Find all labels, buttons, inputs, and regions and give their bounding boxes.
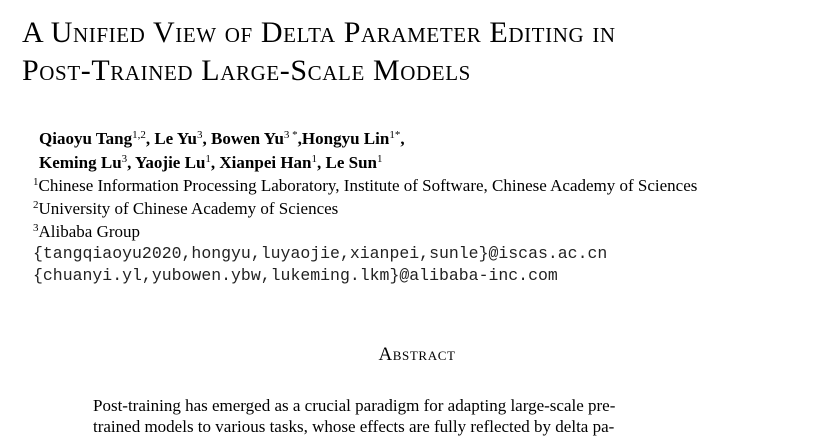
author-name: Bowen Yu	[211, 129, 284, 148]
author-affiliation-mark: 1	[205, 153, 211, 165]
author-name: Le Sun	[325, 153, 378, 172]
affiliation: 3Alibaba Group	[33, 220, 697, 243]
affiliation-text: Alibaba Group	[38, 222, 141, 241]
abstract-line-1: Post-training has emerged as a crucial p…	[93, 396, 616, 415]
author-separator: ,	[127, 153, 136, 172]
affiliation-mark: 2	[33, 199, 39, 211]
affiliation-mark: 3	[33, 222, 39, 234]
author-affiliation-mark: 1,2	[132, 129, 146, 141]
author-list: Qiaoyu Tang1,2, Le Yu3, Bowen Yu3 *,Hong…	[39, 127, 405, 175]
author-line-2: Keming Lu3, Yaojie Lu1, Xianpei Han1, Le…	[39, 151, 405, 175]
author-name: Qiaoyu Tang	[39, 129, 133, 148]
title-line-2: Post-Trained Large-Scale Models	[22, 54, 471, 87]
affiliation: 1Chinese Information Processing Laborato…	[33, 174, 697, 197]
email-line-1: {tangqiaoyu2020,hongyu,luyaojie,xianpei,…	[33, 244, 608, 263]
author-affiliation-mark: 3 *	[283, 129, 298, 141]
affiliation-text: University of Chinese Academy of Science…	[38, 199, 339, 218]
author-separator: ,	[202, 129, 212, 148]
author-affiliation-mark: 3	[197, 129, 203, 141]
email-line-2: {chuanyi.yl,yubowen.ybw,lukeming.lkm}@al…	[33, 266, 558, 285]
author-name: Keming Lu	[39, 153, 122, 172]
affiliation-mark: 1	[33, 176, 39, 188]
author-separator: ,	[210, 153, 220, 172]
author-affiliation-mark: 1	[311, 153, 318, 165]
author-name: Le Yu	[154, 129, 198, 148]
affiliation: 2University of Chinese Academy of Scienc…	[33, 197, 697, 220]
author-affiliation-mark: 3	[121, 153, 128, 165]
abstract-line-2: trained models to various tasks, whose e…	[93, 417, 615, 436]
author-separator: ,	[400, 129, 405, 148]
author-separator: ,	[297, 129, 302, 148]
author-name: Xianpei Han	[219, 153, 312, 172]
affiliation-text: Chinese Information Processing Laborator…	[38, 176, 698, 195]
author-line-1: Qiaoyu Tang1,2, Le Yu3, Bowen Yu3 *,Hong…	[39, 127, 405, 151]
author-affiliation-mark: 1	[377, 153, 383, 165]
paper-title: A Unified View of Delta Parameter Editin…	[22, 14, 827, 90]
author-separator: ,	[317, 153, 326, 172]
title-line-1: A Unified View of Delta Parameter Editin…	[22, 16, 616, 49]
abstract-heading: Abstract	[378, 344, 456, 365]
author-affiliation-mark: 1*	[389, 129, 401, 141]
author-name: Yaojie Lu	[135, 153, 206, 172]
affiliation-block: 1Chinese Information Processing Laborato…	[33, 174, 697, 287]
abstract-body: Post-training has emerged as a crucial p…	[93, 395, 741, 437]
author-name: Hongyu Lin	[301, 129, 390, 148]
author-separator: ,	[145, 129, 155, 148]
